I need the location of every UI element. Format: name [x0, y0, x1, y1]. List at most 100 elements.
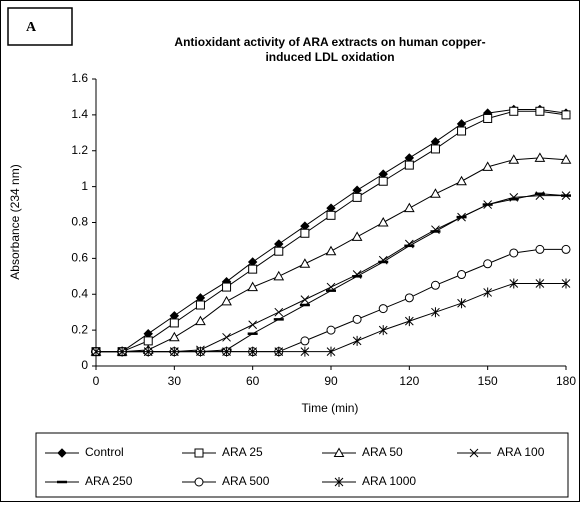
marker [352, 192, 362, 202]
panel-label: A [26, 20, 37, 35]
chart-title: Antioxidant activity of ARA extracts on … [174, 35, 485, 49]
y-tick-label: 1.2 [71, 143, 88, 157]
marker [560, 154, 572, 164]
marker [300, 228, 310, 238]
marker [457, 270, 467, 280]
marker-part [248, 264, 258, 274]
marker [457, 126, 467, 136]
marker [403, 202, 415, 213]
marker-part [168, 331, 180, 342]
marker [195, 300, 205, 310]
marker-part [561, 244, 571, 254]
marker [222, 282, 232, 292]
marker [351, 231, 363, 241]
marker-part [273, 270, 285, 281]
marker [404, 293, 414, 303]
marker-part [483, 113, 493, 123]
marker-part [169, 318, 179, 328]
marker [561, 244, 571, 254]
marker-part [351, 231, 363, 241]
chart-title: induced LDL oxidation [265, 50, 394, 64]
marker-part [247, 281, 259, 292]
marker-part [222, 282, 232, 292]
y-tick-label: 0.6 [71, 251, 88, 265]
marker [469, 448, 479, 458]
marker [299, 258, 311, 268]
marker [168, 331, 180, 342]
marker [221, 295, 232, 306]
marker [430, 144, 440, 154]
marker-part [509, 106, 519, 116]
marker [196, 346, 205, 357]
marker-part [535, 278, 545, 289]
marker [333, 447, 345, 457]
y-tick-label: 0.8 [71, 215, 88, 229]
marker [352, 335, 362, 346]
marker [561, 278, 571, 289]
marker [509, 106, 519, 116]
marker-part [143, 336, 153, 346]
marker-part [560, 154, 572, 164]
marker [508, 154, 520, 164]
marker [248, 346, 258, 357]
marker [143, 336, 153, 346]
legend-label: ARA 250 [85, 474, 133, 488]
marker-part [378, 304, 388, 314]
marker-part [299, 258, 311, 268]
marker-part [274, 307, 284, 317]
marker-part [457, 298, 466, 309]
marker [456, 175, 467, 186]
marker [248, 264, 258, 274]
marker [274, 346, 284, 357]
marker-part [508, 154, 520, 164]
marker [326, 210, 336, 220]
y-axis-label: Absorbance (234 nm) [8, 164, 22, 279]
marker [248, 320, 258, 330]
x-tick-label: 60 [246, 374, 260, 388]
y-tick-label: 0 [81, 358, 88, 372]
marker [222, 346, 231, 357]
marker-part [274, 246, 284, 256]
marker-part [195, 315, 206, 326]
marker-part [143, 346, 153, 357]
marker [143, 346, 153, 357]
marker [247, 281, 259, 292]
marker-part [325, 245, 337, 256]
y-tick-label: 1.6 [71, 71, 88, 85]
marker [169, 318, 179, 328]
legend-label: ARA 25 [222, 445, 263, 459]
marker-part [377, 216, 389, 227]
marker [326, 325, 336, 335]
marker-part [169, 346, 179, 357]
marker-part [482, 161, 494, 171]
marker-part [248, 320, 258, 330]
x-tick-label: 180 [556, 374, 576, 388]
marker-part [430, 144, 440, 154]
marker-part [326, 210, 336, 220]
marker-part [326, 325, 336, 335]
marker-part [334, 477, 344, 487]
marker-part [535, 244, 545, 254]
marker [194, 477, 204, 487]
marker [377, 216, 389, 227]
marker [378, 325, 388, 336]
marker-part [404, 293, 414, 303]
y-tick-label: 1.4 [71, 107, 88, 121]
marker [561, 110, 571, 120]
marker [483, 113, 493, 123]
marker [326, 346, 336, 357]
legend-box [35, 432, 569, 498]
marker-part [300, 295, 310, 304]
marker-part [431, 307, 440, 318]
marker-part [274, 346, 284, 357]
marker [430, 280, 440, 290]
marker [274, 246, 284, 256]
y-tick-label: 1 [81, 179, 88, 193]
marker-part [535, 106, 545, 116]
marker-part [469, 448, 479, 458]
marker-part [404, 160, 414, 170]
marker [404, 160, 414, 170]
marker [222, 332, 231, 342]
